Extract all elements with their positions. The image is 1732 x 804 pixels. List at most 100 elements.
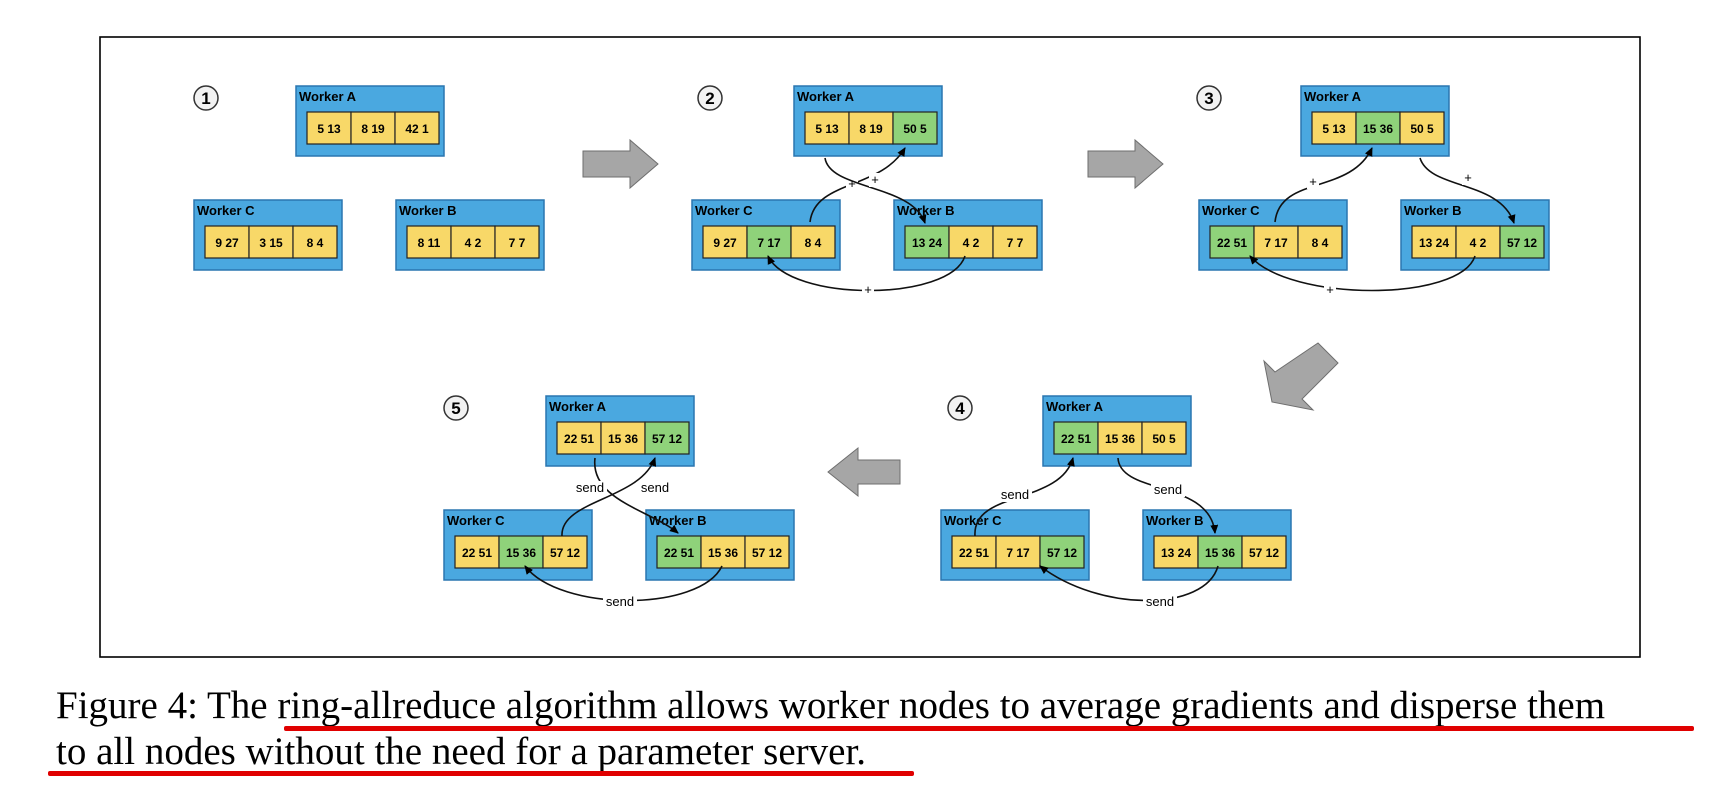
worker-b-chunk-2 (450, 225, 496, 259)
worker-c-name: Worker C (944, 513, 1002, 528)
worker-c-name: Worker C (447, 513, 505, 528)
worker-b-chunk-3-values: 57 12 (752, 546, 782, 560)
worker-a-chunk-2 (1097, 421, 1143, 455)
ring-edge-label-bg (862, 283, 874, 297)
stage-2: 2 Worker A 5 13 8 19 50 5 Worker C 9 27 7 17 8 4… (691, 85, 1043, 297)
worker-a-chunk-3-values: 50 5 (1410, 122, 1434, 136)
worker-c-chunk-2-values: 7 17 (1006, 546, 1030, 560)
worker-b-name: Worker B (399, 203, 457, 218)
worker-c-chunk-2 (248, 225, 294, 259)
worker-c-chunk-2-values: 15 36 (506, 546, 536, 560)
step-4-circle (947, 395, 973, 421)
worker-c-chunk-3-values: 8 4 (307, 236, 324, 250)
worker-a-name: Worker A (1304, 89, 1362, 104)
ring-edge-1-label: send (641, 480, 669, 495)
transition-arrow-1-to-2 (582, 138, 659, 190)
worker-a-chunk-2-values: 15 36 (608, 432, 638, 446)
worker-a-name: Worker A (299, 89, 357, 104)
worker-a-chunk-1-values: 5 13 (1322, 122, 1346, 136)
worker-a-chunk-2-values: 8 19 (361, 122, 385, 136)
worker-a-chunk-3 (1399, 111, 1445, 145)
worker-b-chunk-1 (656, 535, 702, 569)
ring-edge-label-bg (1307, 175, 1319, 189)
stage-3: 3 Worker A 5 13 15 36 50 5 Worker C 22 51 7 17 8… (1196, 85, 1550, 297)
worker-c-chunk-2-values: 7 17 (1264, 236, 1288, 250)
worker-c-chunk-1-values: 22 51 (462, 546, 492, 560)
ring-edge-2-label: send (1154, 482, 1182, 497)
worker-c-chunk-2 (995, 535, 1041, 569)
ring-edge-3 (1249, 255, 1476, 292)
worker-b-chunk-3 (1241, 535, 1287, 569)
worker-b-chunk-2-values: 4 2 (465, 236, 482, 250)
caption-underline-2 (48, 771, 914, 776)
worker-c-chunk-1-values: 9 27 (215, 236, 239, 250)
worker-a-chunk-3 (394, 111, 440, 145)
worker-a-chunk-2 (1355, 111, 1401, 145)
worker-c-chunk-3-values: 57 12 (550, 546, 580, 560)
stage-1-worker-c-box: Worker C 9 27 3 15 8 4 (193, 199, 343, 271)
worker-c-chunk-3-values: 8 4 (805, 236, 822, 250)
stage-3-worker-a-box: Worker A 5 13 15 36 50 5 (1300, 85, 1450, 157)
ring-edge-label-bg (603, 595, 637, 609)
worker-b-chunk-3-values: 7 7 (1007, 236, 1024, 250)
stage-3-worker-b-box: Worker B 13 24 4 2 57 12 (1400, 199, 1550, 271)
worker-a-chunk-3 (644, 421, 690, 455)
worker-c-chunk-1-values: 22 51 (1217, 236, 1247, 250)
worker-b-chunk-2-values: 4 2 (1470, 236, 1487, 250)
worker-a-chunk-3 (1141, 421, 1187, 455)
worker-a-chunk-3-values: 50 5 (1152, 432, 1176, 446)
ring-edge-label-bg (1324, 283, 1336, 297)
caption-underline-1 (284, 726, 1694, 731)
ring-edge-label-bg (1462, 171, 1474, 185)
worker-b-chunk-1 (1153, 535, 1199, 569)
stage-1-worker-b-box: Worker B 8 11 4 2 7 7 (395, 199, 545, 271)
worker-b-chunk-3-values: 7 7 (509, 236, 526, 250)
worker-b-chunk-1-values: 13 24 (1161, 546, 1191, 560)
ring-edge-label-bg (1143, 595, 1177, 609)
ring-edge-2-label: + (871, 172, 879, 187)
worker-c-chunk-1 (204, 225, 250, 259)
ring-edge-label-bg (638, 481, 672, 495)
ring-edge-label-bg (573, 481, 607, 495)
worker-c-chunk-3 (292, 225, 338, 259)
worker-a-chunk-1 (804, 111, 850, 145)
worker-b-chunk-1-values: 22 51 (664, 546, 694, 560)
worker-c-name: Worker C (197, 203, 255, 218)
ring-edge-3-label: + (864, 282, 872, 297)
worker-b-chunk-1 (1411, 225, 1457, 259)
stage-4-worker-a-box: Worker A 22 51 15 36 50 5 (1042, 395, 1192, 467)
worker-a-chunk-2-values: 15 36 (1105, 432, 1135, 446)
step-2-circle (697, 85, 723, 111)
worker-c-name: Worker C (1202, 203, 1260, 218)
ring-edge-2 (824, 157, 927, 224)
worker-a-chunk-1 (556, 421, 602, 455)
figure-caption-line-2: to all nodes without the need for a para… (56, 730, 867, 773)
worker-b-chunk-3 (1499, 225, 1545, 259)
worker-b-chunk-2 (700, 535, 746, 569)
worker-c-chunk-1-values: 9 27 (713, 236, 737, 250)
worker-c-chunk-3 (542, 535, 588, 569)
figure-caption-line-1: Figure 4: The ring-allreduce algorithm a… (56, 684, 1606, 727)
stage-2-worker-a-box: Worker A 5 13 8 19 50 5 (793, 85, 943, 157)
step-1-circle (193, 85, 219, 111)
stage-2-worker-c-box: Worker C 9 27 7 17 8 4 (691, 199, 841, 271)
worker-c-chunk-1 (1209, 225, 1255, 259)
worker-c-chunk-3 (1297, 225, 1343, 259)
worker-b-chunk-2-values: 4 2 (963, 236, 980, 250)
stage-5-worker-c-box: Worker C 22 51 15 36 57 12 (443, 509, 593, 581)
ring-edge-2 (594, 457, 679, 534)
ring-edge-3-label: + (1326, 282, 1334, 297)
ring-edge-1-label: send (1001, 487, 1029, 502)
transition-arrow-4-to-5 (827, 446, 901, 498)
worker-c-name: Worker C (695, 203, 753, 218)
worker-b-name: Worker B (1146, 513, 1204, 528)
worker-b-chunk-3-values: 57 12 (1249, 546, 1279, 560)
stage-1-worker-a-box: Worker A 5 13 8 19 42 1 (295, 85, 445, 157)
worker-a-chunk-1-values: 22 51 (1061, 432, 1091, 446)
step-2-number: 2 (705, 89, 714, 108)
ring-edge-3-label: send (1146, 594, 1174, 609)
worker-b-name: Worker B (897, 203, 955, 218)
worker-a-chunk-3-values: 50 5 (903, 122, 927, 136)
ring-edge-label-bg (998, 488, 1032, 502)
worker-b-chunk-3-values: 57 12 (1507, 236, 1537, 250)
